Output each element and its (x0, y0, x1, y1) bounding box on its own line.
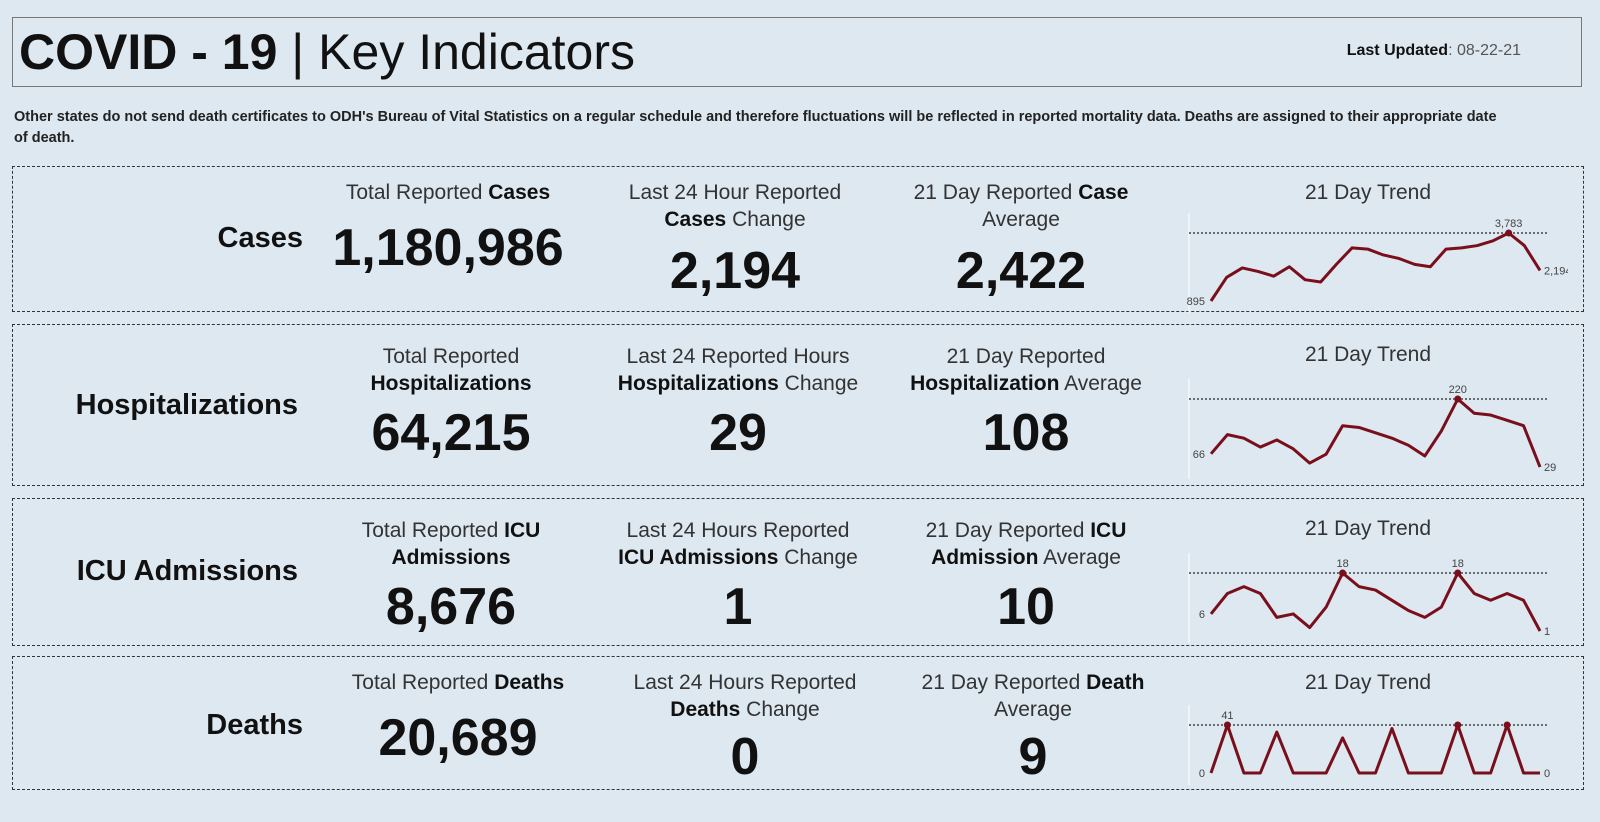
row-label-hospitalizations: Hospitalizations (75, 389, 298, 421)
last-updated: Last Updated: 08-22-21 (1346, 42, 1521, 59)
total-cases-value: 1,180,986 (332, 219, 564, 277)
trend-title: 21 Day Trend (1304, 181, 1432, 204)
deaths-change-value: 0 (730, 728, 760, 786)
hospitalizations-trend: 21 Day Trend 66 29 220 (1183, 335, 1573, 485)
cases-change-value: 2,194 (669, 242, 801, 300)
trend-start-label: 0 (1199, 768, 1205, 780)
deaths-trend-chart: 0 0 41 (1188, 705, 1550, 785)
case-average: 21 Day Reported Case Average 2,422 (881, 179, 1161, 297)
row-label-deaths: Deaths (206, 709, 303, 741)
icu-panel: ICU Admissions Total Reported ICU Admiss… (12, 498, 1584, 646)
cases-panel: Cases Total Reported Cases 1,180,986 Las… (12, 166, 1584, 313)
trend-max-label: 41 (1221, 710, 1233, 722)
cases-change: Last 24 Hour Reported Cases Change 2,194 (595, 179, 875, 297)
icu-average-value: 10 (997, 578, 1055, 636)
total-cases: Total Reported Cases 1,180,986 (308, 179, 588, 274)
hospitalizations-panel: Hospitalizations Total Reported Hospital… (12, 324, 1584, 486)
trend-line (1209, 571, 1542, 632)
death-average: 21 Day Reported Death Average 9 (893, 669, 1173, 783)
cases-trend: 21 Day Trend 895 2,194 3,783 (1183, 177, 1573, 327)
trend-line (1209, 231, 1542, 302)
total-icu-admissions: Total Reported ICU Admissions 8,676 (311, 517, 591, 633)
trend-line (1209, 397, 1542, 468)
hospitalization-average-value: 108 (982, 404, 1070, 462)
trend-end-label: 29 (1544, 462, 1556, 474)
trend-max-label: 18 (1452, 558, 1464, 570)
row-label-icu-admissions: ICU Admissions (76, 555, 298, 587)
trend-max-point (1339, 569, 1347, 577)
trend-max-point (1223, 721, 1231, 729)
death-average-value: 9 (1018, 728, 1048, 786)
trend-end-label: 2,194 (1544, 265, 1568, 277)
hospitalization-average: 21 Day Reported Hospitalization Average … (886, 343, 1166, 459)
trend-max-label: 220 (1449, 384, 1467, 396)
trend-max-label: 3,783 (1495, 218, 1523, 230)
header-bar: COVID - 19 | Key Indicators Last Updated… (12, 17, 1582, 87)
trend-start-label: 66 (1193, 449, 1205, 461)
trend-title: 21 Day Trend (1304, 343, 1432, 366)
page-title: COVID - 19 | Key Indicators (19, 24, 635, 80)
total-hospitalizations-value: 64,215 (371, 404, 531, 462)
hospitalizations-trend-chart: 66 29 220 (1188, 379, 1556, 479)
trend-max-label: 18 (1336, 558, 1348, 570)
deaths-panel: Deaths Total Reported Deaths 20,689 Last… (12, 656, 1584, 790)
case-average-value: 2,422 (955, 242, 1087, 300)
trend-start-label: 895 (1187, 296, 1205, 308)
trend-max-point (1454, 395, 1462, 403)
deaths-trend: 21 Day Trend 0 0 41 (1183, 667, 1573, 817)
trend-line (1209, 723, 1540, 775)
mortality-note: Other states do not send death certifica… (14, 109, 1497, 146)
row-label-cases: Cases (217, 222, 303, 254)
hospitalizations-change-value: 29 (709, 404, 767, 462)
icu-trend-chart: 6 1 18 18 (1188, 553, 1550, 643)
total-icu-admissions-value: 8,676 (385, 578, 517, 636)
trend-start-label: 6 (1199, 609, 1205, 621)
trend-title: 21 Day Trend (1304, 517, 1432, 540)
total-deaths: Total Reported Deaths 20,689 (318, 669, 598, 764)
icu-change-value: 1 (723, 578, 753, 636)
hospitalizations-change: Last 24 Reported Hours Hospitalizations … (598, 343, 878, 459)
cases-trend-chart: 895 2,194 3,783 (1187, 213, 1568, 313)
total-hospitalizations: Total Reported Hospitalizations 64,215 (311, 343, 591, 459)
trend-title: 21 Day Trend (1304, 671, 1432, 694)
trend-end-label: 1 (1544, 626, 1550, 638)
trend-end-label: 0 (1544, 768, 1550, 780)
trend-max-point (1454, 569, 1462, 577)
trend-max-point (1505, 229, 1513, 237)
deaths-change: Last 24 Hours Reported Deaths Change 0 (605, 669, 885, 783)
trend-max-point (1503, 721, 1511, 729)
total-deaths-value: 20,689 (378, 709, 538, 767)
icu-trend: 21 Day Trend 6 1 18 18 (1183, 509, 1573, 659)
trend-max-point (1454, 721, 1462, 729)
icu-average: 21 Day Reported ICU Admission Average 10 (886, 517, 1166, 633)
icu-change: Last 24 Hours Reported ICU Admissions Ch… (598, 517, 878, 633)
